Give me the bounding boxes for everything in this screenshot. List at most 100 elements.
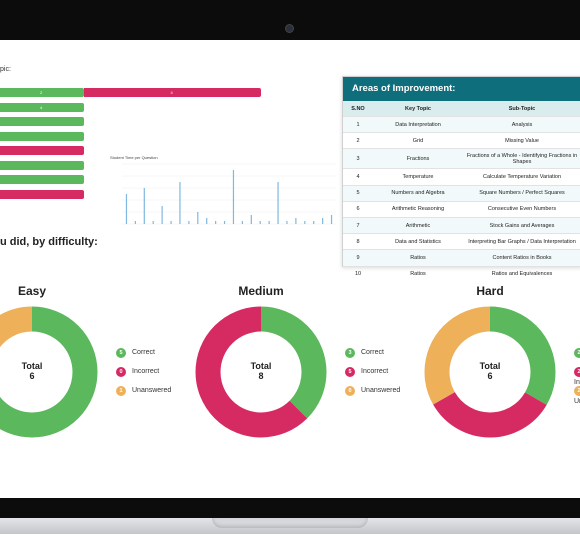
donut-total: Total 6 <box>424 361 556 381</box>
total-value: 6 <box>29 371 35 381</box>
time-bar <box>295 218 297 224</box>
legend-item-correct: 2Correct <box>574 348 580 367</box>
donut-slice-unanswered <box>424 306 556 438</box>
time-bar <box>152 221 154 224</box>
table-cell-no: 1 <box>343 115 373 133</box>
table-row: 8 Data and Statistics Interpreting Bar Gra… <box>343 233 580 250</box>
donut-title: Medium <box>238 284 284 298</box>
donut-chart <box>195 306 327 438</box>
table-cell-no: 2 <box>343 132 373 149</box>
table-row: 6 Arithmetic Reasoning Consecutive Even Nu… <box>343 200 580 218</box>
donut-chart <box>0 306 98 438</box>
table-cell-topic: Ratios <box>373 265 463 282</box>
dashboard-screen: pic: 2 4 4 Student Time per Question Areas… <box>0 40 580 498</box>
table-cell-topic: Numbers and Algebra <box>373 184 463 202</box>
legend-item-unanswered: 2Unanswered <box>574 386 580 405</box>
student-time-chart <box>122 163 336 225</box>
legend-label: Correct <box>132 349 155 356</box>
legend-item-incorrect: 5 Incorrect <box>345 367 400 386</box>
time-bar <box>125 194 128 224</box>
col-header-sub-topic: Sub-Topic <box>463 101 580 117</box>
aoi-table: S.NO Key Topic Sub-Topic 1 Data Interpret… <box>343 101 580 282</box>
legend-count: 2 <box>574 367 580 377</box>
table-cell-sub: Fractions of a Whole - Identifying Fract… <box>463 148 580 169</box>
time-bar <box>134 221 136 224</box>
table-cell-topic: Ratios <box>373 249 463 266</box>
table-cell-no: 3 <box>343 148 373 169</box>
legend-count: 1 <box>116 386 126 396</box>
topic-bar-segment <box>0 131 84 141</box>
time-bar <box>161 206 163 224</box>
table-row: 3 Fractions Fractions of a Whole - Identif… <box>343 148 580 169</box>
table-row: 5 Numbers and Algebra Square Numbers / Per… <box>343 184 580 202</box>
time-bar <box>250 215 252 224</box>
legend-count: 0 <box>116 367 126 377</box>
areas-of-improvement-panel: Areas of Improvement: S.NO Key Topic Sub… <box>342 76 580 282</box>
time-bar <box>277 182 279 224</box>
time-bar <box>259 221 261 224</box>
legend-count: 5 <box>116 348 126 358</box>
topic-bar-value: 2 <box>40 90 43 95</box>
table-row: 9 Ratios Content Ratios in Books <box>343 249 580 266</box>
table-cell-no: 8 <box>343 233 373 250</box>
legend-count: 2 <box>574 348 580 358</box>
topic-bar-segment: 2 <box>0 88 84 97</box>
table-row: 10 Ratios Ratios and Equivalences <box>343 265 580 282</box>
time-bar <box>143 188 145 224</box>
total-value: 8 <box>258 371 264 381</box>
table-cell-sub: Square Numbers / Perfect Squares <box>463 184 580 202</box>
total-label: Total <box>21 361 43 371</box>
donut-slice-incorrect <box>195 306 327 438</box>
legend-count: 0 <box>345 386 355 396</box>
laptop-bezel-bottom <box>0 498 580 518</box>
legend-label: Unanswered <box>574 397 580 405</box>
topic-bar-segment: 4 <box>84 88 261 97</box>
donut-title: Hard <box>476 284 504 298</box>
legend-item-correct: 3 Correct <box>345 348 400 367</box>
table-cell-no: 4 <box>343 168 373 186</box>
col-header-key-topic: Key Topic <box>373 101 463 117</box>
legend-item-incorrect: 0 Incorrect <box>116 367 171 386</box>
table-cell-topic: Data Interpretation <box>373 115 463 133</box>
legend-label: Incorrect <box>574 378 580 386</box>
table-cell-sub: Ratios and Equivalences <box>463 265 580 282</box>
time-bar <box>223 221 226 224</box>
topic-bar-value: 4 <box>40 104 43 110</box>
aoi-title: Areas of Improvement: <box>343 77 580 101</box>
laptop-base-notch <box>212 518 368 528</box>
donut-legend: 3 Correct 5 Incorrect 0 Unanswered <box>345 348 400 405</box>
table-row: 2 Grid Missing Value <box>343 132 580 149</box>
table-cell-no: 5 <box>343 184 373 202</box>
time-bar <box>241 221 243 224</box>
table-cell-no: 10 <box>343 265 373 282</box>
time-bar <box>304 221 306 224</box>
legend-label: Unanswered <box>361 387 401 394</box>
legend-item-unanswered: 0 Unanswered <box>345 386 400 405</box>
legend-label: Correct <box>361 349 384 356</box>
time-bar <box>286 221 288 224</box>
topic-bar-segment <box>0 175 84 184</box>
time-bar <box>206 218 208 224</box>
camera-icon <box>285 24 294 33</box>
table-cell-topic: Data and Statistics <box>373 233 463 250</box>
legend-item-unanswered: 1 Unanswered <box>116 386 171 405</box>
total-label: Total <box>250 361 272 371</box>
table-cell-topic: Arithmetic <box>373 216 463 234</box>
time-bar <box>313 221 315 224</box>
time-bar <box>268 221 270 224</box>
table-cell-no: 7 <box>343 216 373 234</box>
table-cell-sub: Consecutive Even Numbers <box>463 200 580 218</box>
time-bar <box>170 221 172 224</box>
table-cell-no: 6 <box>343 200 373 218</box>
table-cell-topic: Grid <box>373 132 463 149</box>
time-bar <box>322 218 324 224</box>
topic-bar-segment <box>0 117 84 126</box>
donut-slice-incorrect <box>424 306 556 438</box>
total-label: Total <box>479 361 501 371</box>
time-bar <box>232 170 235 224</box>
legend-count: 5 <box>345 367 355 377</box>
topic-bar-segment <box>0 160 84 170</box>
donut-total: Total 8 <box>195 361 327 381</box>
topic-chart-label: pic: <box>0 66 11 73</box>
legend-count: 2 <box>574 386 580 396</box>
